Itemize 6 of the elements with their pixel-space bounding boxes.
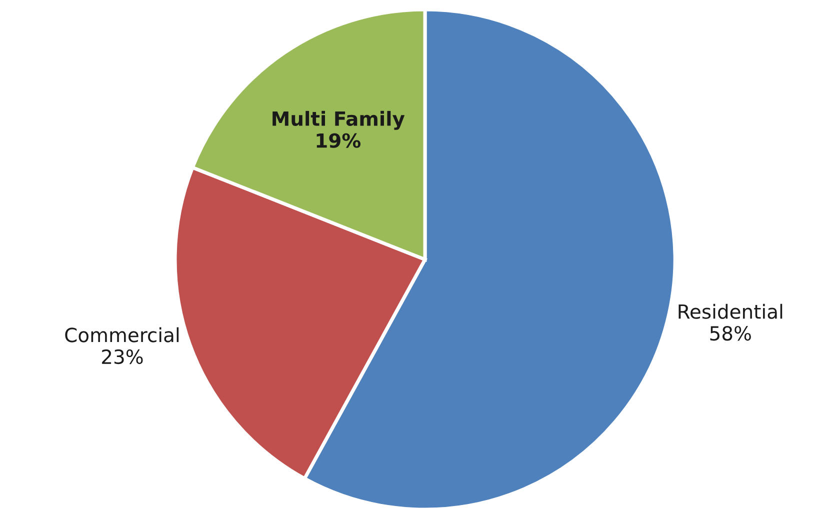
slice-label: Residential bbox=[678, 304, 782, 319]
slice-label: Commercial bbox=[65, 327, 179, 342]
slice-label: Multi Family bbox=[272, 110, 405, 130]
data-label: 19% bbox=[316, 133, 361, 148]
data-label: 58% bbox=[710, 326, 751, 341]
data-label: 23% bbox=[102, 349, 143, 364]
